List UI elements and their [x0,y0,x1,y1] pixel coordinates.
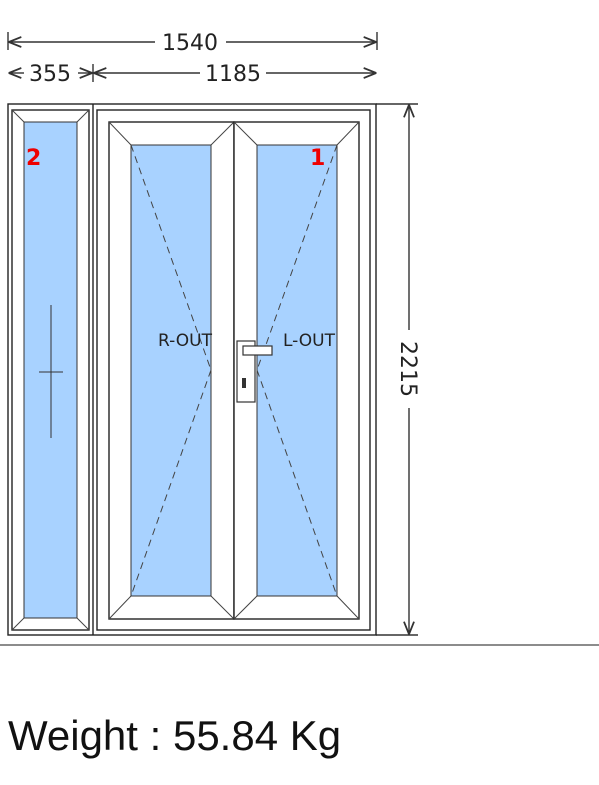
sash-number-1: 1 [310,146,325,171]
weight-label: Weight : 55.84 Kg [8,712,342,759]
left-door-leaf: R-OUT [108,121,235,620]
fixed-width-label: 355 [29,62,71,87]
door-width-label: 1185 [205,62,261,87]
total-width-label: 1540 [162,31,218,56]
right-leaf-glass [256,144,338,597]
fixed-glass-cross-icon [39,305,63,438]
left-leaf-opening-label: R-OUT [158,331,213,351]
total-width-dimension: 1540 [7,31,378,56]
right-door-leaf: L-OUT 1 [233,121,360,620]
sash-number-2: 2 [26,146,41,171]
left-leaf-glass [130,144,212,597]
fixed-pane: 2 [11,109,90,631]
left-leaf-opening-indicator [130,144,212,597]
right-leaf-opening-label: L-OUT [283,331,336,351]
door-width-dimension: 1185 [95,62,375,87]
fixed-width-dimension: 355 [10,62,94,87]
right-leaf-opening-indicator [256,144,338,597]
height-dimension: 2215 [376,103,420,636]
door-handle-icon [236,340,273,403]
height-label: 2215 [395,341,420,397]
